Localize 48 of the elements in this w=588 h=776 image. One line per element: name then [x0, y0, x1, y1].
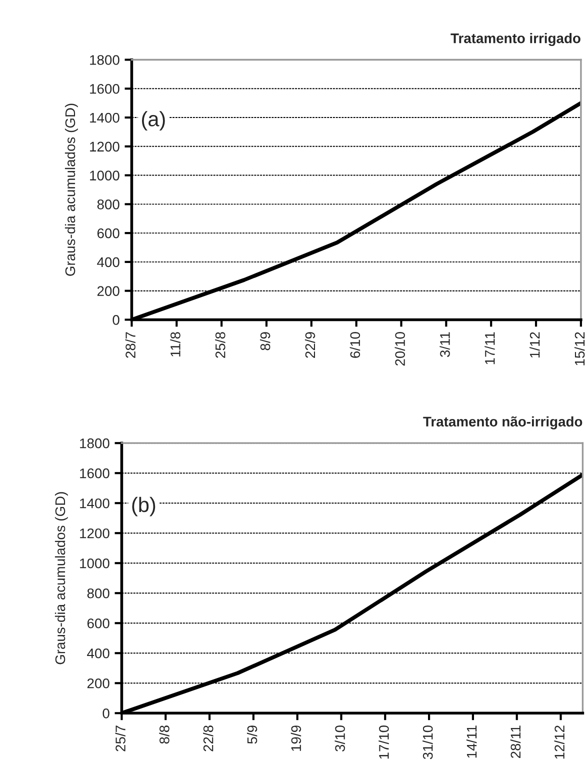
x-tick-label: 31/10 [422, 725, 433, 760]
x-tick-label: 17/11 [484, 332, 495, 364]
y-tick-label: 600 [87, 618, 110, 628]
x-tick-label: 25/7 [115, 726, 126, 752]
y-tick-label: 800 [97, 200, 120, 210]
y-tick-label: 200 [97, 286, 120, 296]
y-tick-label: 400 [97, 257, 120, 268]
y-tick-label: 1800 [80, 438, 110, 448]
x-tick-label: 22/9 [304, 332, 316, 358]
x-tick-label: 28/7 [125, 332, 136, 358]
x-tick-label: 3/10 [334, 725, 345, 752]
y-tick-label: 0 [112, 315, 120, 325]
y-tick-label: 1000 [80, 558, 110, 568]
x-tick-label: 8/8 [159, 726, 170, 744]
y-axis-title: Graus-dia acumulados (GD) [54, 492, 68, 664]
y-tick-label: 400 [87, 648, 110, 658]
y-tick-label: 1400 [90, 112, 120, 123]
y-tick-label: 1200 [80, 528, 110, 538]
y-tick-label: 0 [102, 708, 110, 718]
annotation: (a) [142, 111, 165, 131]
x-tick-label: 11/8 [170, 332, 180, 356]
x-tick-label: 3/11 [440, 332, 450, 357]
y-tick-label: 1600 [80, 468, 110, 478]
x-tick-label: 28/11 [510, 726, 521, 758]
x-tick-label: 25/8 [215, 332, 226, 358]
annotation: (b) [132, 496, 156, 516]
x-tick-label: 5/9 [246, 726, 258, 744]
y-axis-title: Graus-dia acumulados (GD) [64, 104, 78, 276]
x-tick-label: 14/11 [466, 726, 477, 758]
x-tick-label: 8/9 [260, 332, 270, 350]
x-tick-label: 12/12 [554, 726, 564, 759]
x-tick-label: 1/12 [530, 332, 540, 358]
x-tick-label: 15/12 [574, 332, 585, 366]
y-tick-label: 1600 [90, 84, 120, 94]
y-tick-label: 1400 [80, 498, 110, 508]
y-tick-label: 600 [97, 228, 120, 238]
x-tick-label: 17/10 [378, 725, 389, 759]
y-tick-label: 1800 [90, 55, 120, 65]
y-tick-label: 1200 [90, 142, 120, 152]
y-tick-label: 200 [87, 678, 110, 688]
y-tick-label: 800 [87, 588, 110, 598]
x-tick-label: 6/10 [350, 332, 360, 358]
chart-title: Tratamento irrigado [450, 33, 580, 46]
x-tick-label: 20/10 [394, 332, 405, 366]
x-tick-label: 19/9 [290, 726, 302, 751]
x-tick-label: 22/8 [203, 726, 214, 752]
y-tick-label: 1000 [90, 170, 120, 180]
chart-title: Tratamento não-irrigado [423, 416, 582, 430]
